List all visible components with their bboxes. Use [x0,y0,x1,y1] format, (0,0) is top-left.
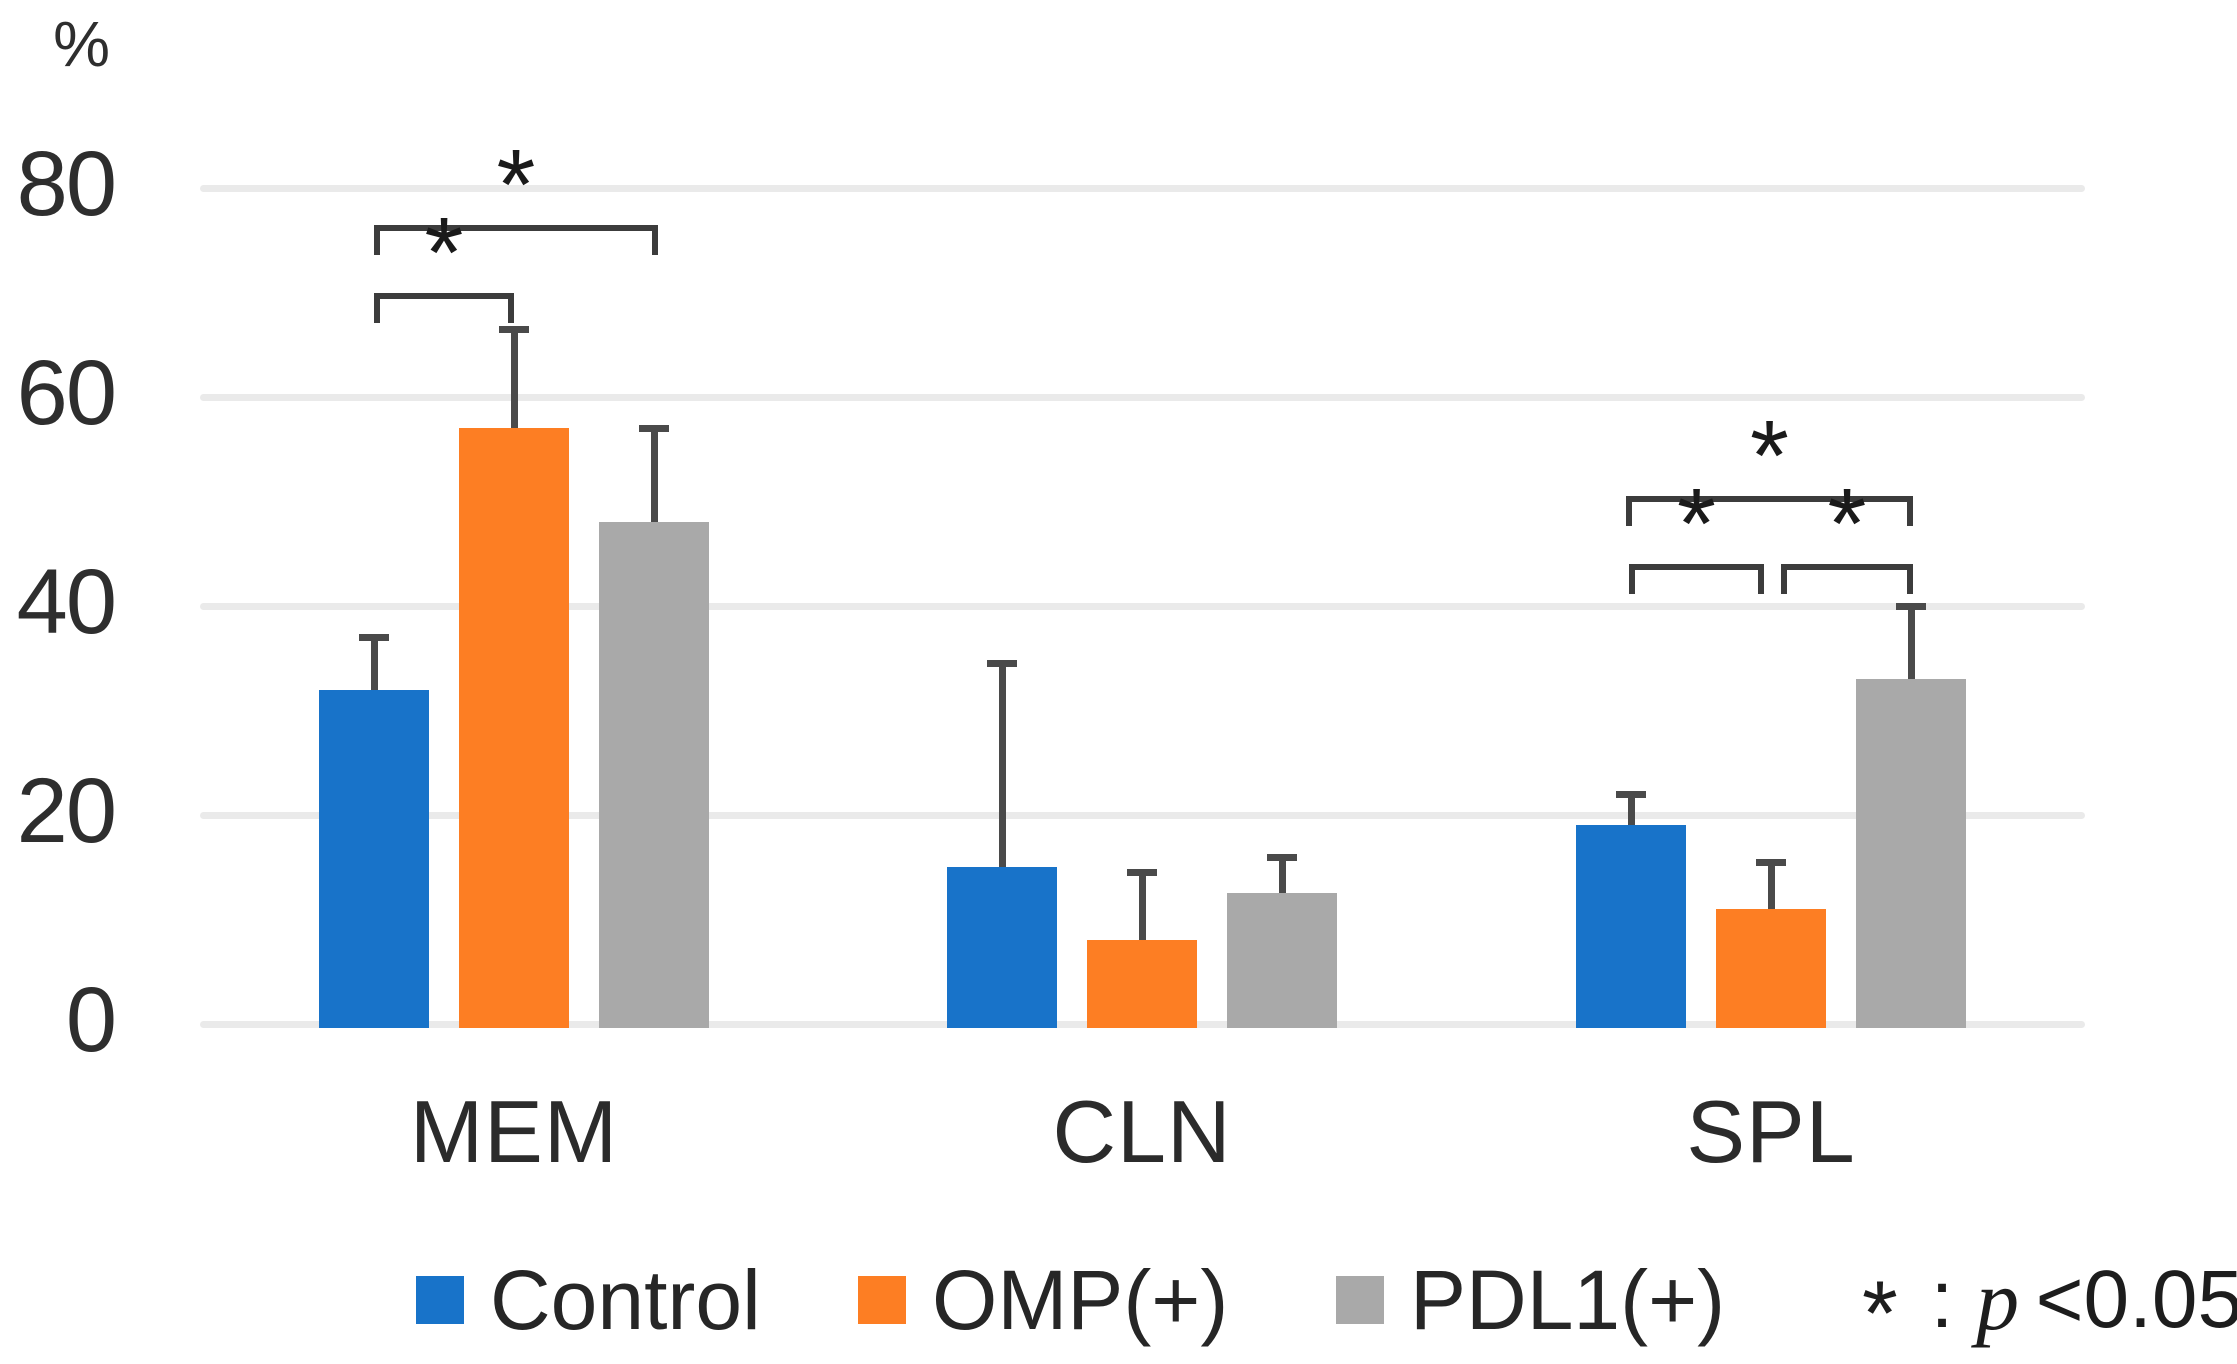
legend-item-PDL1(+): PDL1(+) [1336,1252,1725,1348]
legend-label-PDL1(+): PDL1(+) [1410,1253,1726,1347]
error-bar-stem-CLN-Control [998,663,1006,868]
error-bar-cap-CLN-OMP(+) [1127,869,1157,877]
error-bar-stem-CLN-PDL1(+) [1278,856,1286,894]
significance-bracket-1-tick-1 [508,292,514,323]
legend-label-OMP(+): OMP(+) [932,1253,1229,1347]
y-tick-label-80: 80 [16,133,117,235]
y-tick-label-40: 40 [16,551,117,653]
significance-bracket-2-tick-0 [374,224,380,255]
significance-note-star: * [1862,1262,1898,1364]
significance-bracket-5-tick-0 [1626,496,1632,527]
legend-label-Control: Control [490,1253,761,1347]
y-axis-unit-label: % [53,8,110,80]
significance-note-value [2019,1253,2035,1347]
bar-SPL-OMP(+) [1716,909,1826,1028]
error-bar-cap-MEM-PDL1(+) [639,425,669,433]
bar-CLN-PDL1(+) [1227,893,1337,1028]
significance-bracket-5-tick-1 [1907,496,1913,527]
error-bar-cap-CLN-PDL1(+) [1267,853,1297,861]
significance-bracket-2-tick-1 [652,224,658,255]
significance-note-colon: : [1907,1254,1977,1345]
significance-bracket-3 [1629,564,1764,571]
error-bar-cap-SPL-OMP(+) [1756,859,1786,867]
category-label-CLN: CLN [1052,1082,1232,1181]
significance-note: * : p <0.05 [1862,1252,2237,1364]
error-bar-stem-SPL-OMP(+) [1767,862,1775,910]
bar-MEM-PDL1(+) [599,522,709,1028]
significance-bracket-2 [374,224,658,231]
error-bar-cap-SPL-Control [1616,791,1646,799]
bar-CLN-Control [947,867,1057,1028]
y-tick-label-0: 0 [65,969,117,1071]
legend-swatch-PDL1(+) [1336,1276,1384,1324]
legend-swatch-Control [416,1276,464,1324]
significance-bracket-1-tick-0 [374,292,380,323]
significance-bracket-3-tick-0 [1629,564,1635,595]
bar-SPL-Control [1576,825,1686,1028]
error-bar-stem-SPL-PDL1(+) [1907,606,1915,680]
legend-item-Control: Control [416,1252,761,1348]
gridline-60 [200,394,2085,401]
error-bar-cap-SPL-PDL1(+) [1896,603,1926,610]
significance-asterisk-2: * [496,128,536,241]
y-tick-label-60: 60 [16,342,117,444]
bar-SPL-PDL1(+) [1856,679,1966,1028]
error-bar-stem-CLN-OMP(+) [1138,872,1146,941]
significance-note-p: p [1976,1252,2020,1348]
bar-CLN-OMP(+) [1087,940,1197,1028]
category-label-SPL: SPL [1686,1082,1856,1181]
significance-asterisk-3: * [1677,468,1716,581]
bar-MEM-Control [319,689,429,1028]
significance-bracket-4 [1781,564,1913,571]
error-bar-stem-MEM-OMP(+) [510,329,518,429]
significance-bracket-4-tick-1 [1907,564,1913,595]
significance-bracket-3-tick-1 [1758,564,1764,595]
error-bar-cap-MEM-OMP(+) [499,326,529,334]
significance-bracket-5 [1626,496,1913,503]
legend-swatch-OMP(+) [858,1276,906,1324]
error-bar-cap-MEM-Control [359,634,389,642]
significance-asterisk-4: * [1827,468,1867,581]
significance-note-threshold: <0.05 [2035,1254,2237,1345]
gridline-80 [200,185,2085,192]
error-bar-stem-SPL-Control [1627,794,1635,826]
legend-item-OMP(+): OMP(+) [858,1252,1228,1348]
y-tick-label-20: 20 [16,760,117,862]
significance-asterisk-1: * [424,196,464,309]
significance-bracket-4-tick-0 [1781,564,1787,595]
significance-bracket-1 [374,292,514,299]
category-label-MEM: MEM [409,1082,619,1181]
significance-asterisk-5: * [1750,400,1789,513]
error-bar-cap-CLN-Control [987,660,1017,668]
gridline-20 [200,812,2085,819]
error-bar-stem-MEM-PDL1(+) [650,428,658,523]
bar-MEM-OMP(+) [459,428,569,1028]
gridline-40 [200,603,2085,610]
error-bar-stem-MEM-Control [370,637,378,690]
